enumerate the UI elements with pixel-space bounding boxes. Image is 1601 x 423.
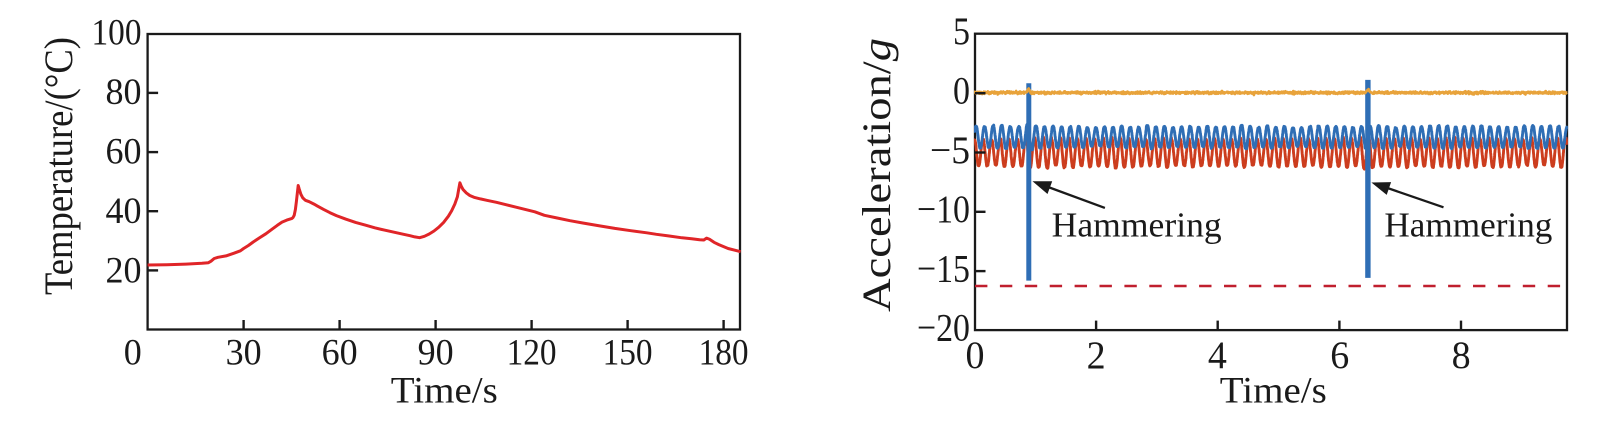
svg-text:0: 0 <box>966 334 985 377</box>
svg-text:8: 8 <box>1452 334 1471 377</box>
svg-text:−10: −10 <box>917 188 970 231</box>
svg-text:4: 4 <box>1208 334 1227 377</box>
svg-text:−15: −15 <box>917 248 970 291</box>
svg-text:Time/s: Time/s <box>1220 371 1327 412</box>
svg-text:Temperature/(°C): Temperature/(°C) <box>36 37 81 295</box>
svg-text:20: 20 <box>106 251 142 292</box>
svg-text:40: 40 <box>106 191 142 232</box>
svg-text:Hammering: Hammering <box>1384 206 1552 245</box>
svg-text:150: 150 <box>603 333 653 374</box>
svg-text:80: 80 <box>106 72 142 113</box>
svg-text:60: 60 <box>322 333 358 374</box>
svg-text:120: 120 <box>507 333 557 374</box>
svg-text:90: 90 <box>418 333 454 374</box>
svg-text:5: 5 <box>953 10 970 53</box>
svg-text:60: 60 <box>106 132 142 173</box>
svg-text:30: 30 <box>226 333 262 374</box>
svg-text:Time/s: Time/s <box>391 371 498 412</box>
svg-text:0: 0 <box>124 333 142 374</box>
svg-text:6: 6 <box>1330 334 1349 377</box>
svg-text:Hammering: Hammering <box>1052 206 1222 245</box>
svg-text:−5: −5 <box>930 129 970 172</box>
svg-text:0: 0 <box>953 70 970 113</box>
svg-text:−20: −20 <box>917 307 970 350</box>
svg-text:180: 180 <box>699 333 749 374</box>
svg-text:2: 2 <box>1087 334 1106 377</box>
svg-text:Acceleration/g: Acceleration/g <box>854 38 899 312</box>
svg-text:100: 100 <box>92 12 142 53</box>
